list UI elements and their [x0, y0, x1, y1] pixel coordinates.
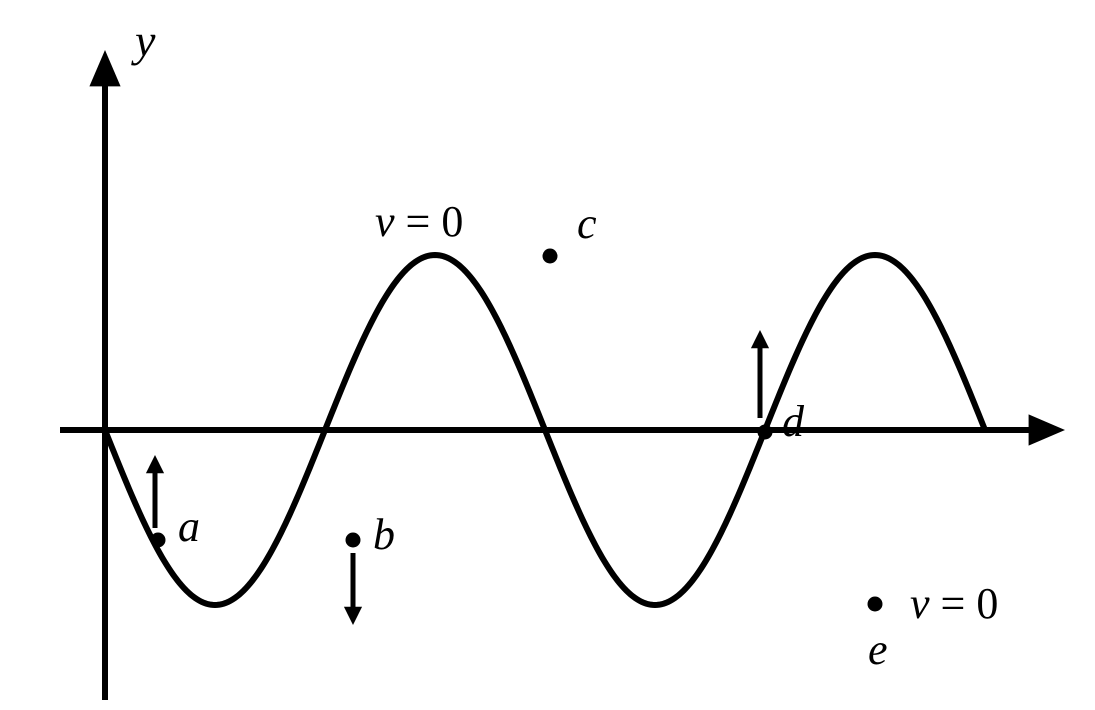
- velocity-zero-label-e: v = 0: [910, 582, 998, 626]
- point-d: [758, 425, 773, 440]
- point-a-label: a: [178, 505, 200, 549]
- point-a: [151, 533, 166, 548]
- y-axis-label: y: [135, 18, 155, 64]
- point-b: [346, 533, 361, 548]
- point-e-label: e: [868, 628, 888, 672]
- point-e: [868, 597, 883, 612]
- point-d-label: d: [782, 400, 804, 444]
- velocity-zero-label-c: v = 0: [375, 200, 463, 244]
- point-b-label: b: [373, 513, 395, 557]
- point-c-label: c: [577, 202, 597, 246]
- wave-diagram: y v = 0 v = 0 a b c d e: [0, 0, 1095, 710]
- point-c: [543, 249, 558, 264]
